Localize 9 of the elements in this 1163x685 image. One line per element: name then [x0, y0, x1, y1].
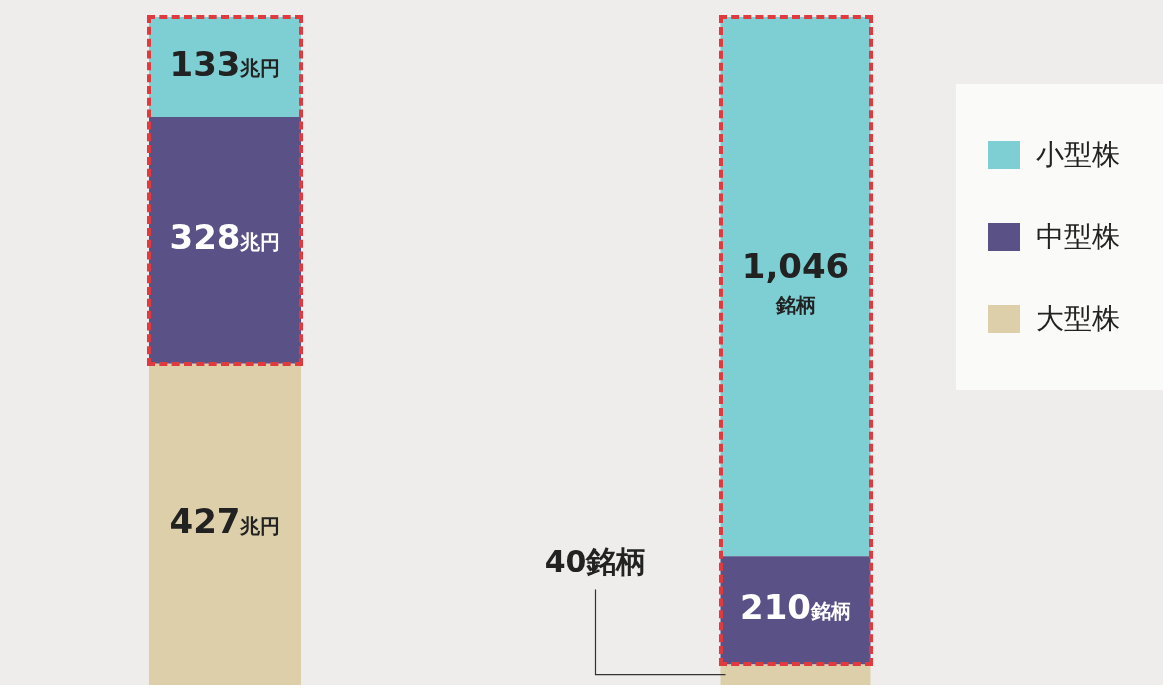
legend-label: 中型株	[1036, 219, 1120, 255]
data-label: 328兆円	[169, 217, 281, 258]
data-label: 210銘柄	[740, 587, 851, 628]
data-label: 133兆円	[169, 43, 281, 84]
data-label: 427兆円	[169, 501, 281, 542]
legend-label: 小型株	[1036, 137, 1120, 173]
data-label: 40銘柄	[544, 544, 647, 580]
data-label: 1,046 銘柄	[741, 246, 850, 317]
legend-label: 大型株	[1036, 301, 1120, 337]
